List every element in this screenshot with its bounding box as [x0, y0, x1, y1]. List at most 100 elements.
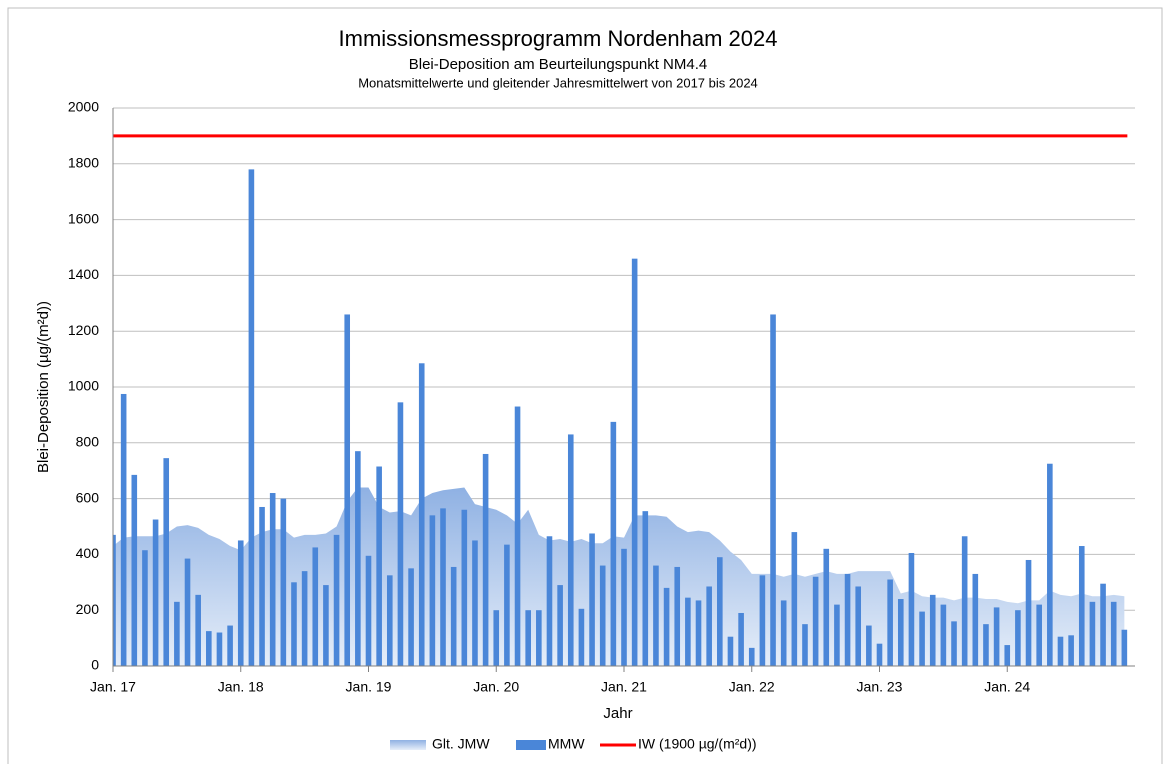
bar	[951, 621, 957, 666]
bar	[929, 594, 936, 666]
bar	[120, 393, 127, 666]
x-tick-label: Jan. 17	[90, 679, 136, 695]
bar	[727, 636, 734, 666]
bar	[1047, 463, 1053, 666]
bar	[131, 474, 138, 666]
bar	[174, 601, 180, 666]
chart-title: Immissionsmessprogramm Nordenham 2024	[339, 26, 778, 51]
bar	[642, 511, 649, 666]
bar	[216, 632, 223, 666]
x-tick-label: Jan. 20	[473, 679, 519, 695]
bar	[1121, 629, 1128, 666]
bar	[876, 643, 883, 666]
bar	[259, 506, 265, 666]
bar	[1004, 645, 1011, 666]
legend-swatch	[516, 740, 546, 750]
bar	[525, 610, 531, 666]
bar	[301, 571, 308, 666]
bar	[1078, 546, 1085, 666]
y-tick-label: 1800	[68, 155, 99, 171]
bar	[844, 573, 851, 666]
bar	[589, 533, 595, 666]
y-tick-label: 1000	[68, 378, 99, 394]
y-tick-label: 1200	[68, 322, 99, 338]
bar	[429, 515, 436, 666]
bar	[493, 610, 500, 666]
bar	[780, 600, 787, 666]
bar	[685, 597, 691, 666]
x-axis-label: Jahr	[603, 705, 632, 722]
bar	[759, 575, 766, 666]
bar	[333, 534, 340, 666]
bar	[227, 625, 233, 666]
bar	[323, 585, 329, 666]
bar	[163, 458, 170, 666]
bar	[1057, 636, 1064, 666]
bar	[355, 451, 361, 666]
bar	[972, 573, 979, 666]
y-tick-label: 1400	[68, 266, 99, 282]
bar	[1100, 583, 1106, 666]
y-tick-label: 0	[91, 657, 99, 673]
bar	[940, 604, 947, 666]
bar	[344, 314, 351, 666]
bar	[440, 508, 446, 666]
chart-subtitle: Blei-Deposition am Beurteilungspunkt NM4…	[409, 56, 707, 73]
x-tick-label: Jan. 21	[601, 679, 647, 695]
bar	[1015, 610, 1021, 666]
bar	[866, 625, 872, 666]
chart-subtitle: Monatsmittelwerte und gleitender Jahresm…	[358, 75, 758, 90]
bar	[546, 536, 553, 666]
bar	[983, 624, 989, 666]
bar	[184, 558, 191, 666]
y-tick-label: 200	[76, 601, 100, 617]
bar	[1068, 635, 1074, 666]
bar	[897, 599, 904, 666]
bar	[695, 600, 702, 666]
y-tick-label: 2000	[68, 99, 99, 115]
x-tick-label: Jan. 23	[857, 679, 903, 695]
chart-frame	[7, 7, 1163, 769]
bar	[812, 576, 819, 666]
legend-label: MMW	[548, 736, 585, 752]
bar	[663, 587, 670, 666]
bar	[823, 548, 830, 666]
bar	[291, 582, 297, 666]
x-tick-label: Jan. 19	[346, 679, 392, 695]
y-tick-label: 400	[76, 545, 100, 561]
bar	[269, 493, 276, 666]
bar	[578, 608, 585, 666]
bar	[206, 631, 212, 666]
bar	[770, 314, 776, 666]
bar	[450, 566, 457, 666]
bar	[567, 434, 574, 666]
legend-label: Glt. JMW	[432, 736, 490, 752]
bar	[1110, 601, 1117, 666]
bar	[195, 594, 201, 666]
bar	[365, 555, 372, 666]
bar	[461, 509, 468, 666]
bar	[961, 536, 968, 666]
bar	[1025, 559, 1032, 666]
bar	[993, 607, 1000, 666]
legend-label: IW (1900 µg/(m²d))	[638, 736, 757, 752]
bar	[919, 611, 925, 666]
bar	[610, 421, 617, 666]
bar	[408, 568, 414, 666]
bar	[599, 565, 606, 666]
bar	[908, 553, 915, 666]
legend-swatch	[390, 740, 426, 750]
bar	[887, 579, 893, 666]
bar	[418, 363, 425, 666]
bar	[504, 544, 510, 666]
bar	[376, 466, 382, 666]
bar	[738, 612, 744, 666]
bar	[152, 519, 159, 666]
bar	[1036, 604, 1042, 666]
bar	[621, 548, 627, 666]
y-tick-label: 600	[76, 489, 100, 505]
bar	[142, 550, 148, 666]
bar	[472, 540, 478, 666]
bar	[674, 566, 681, 666]
